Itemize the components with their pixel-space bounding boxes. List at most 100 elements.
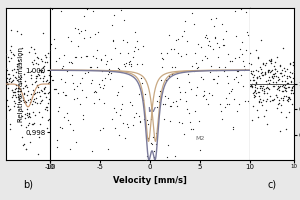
Point xyxy=(251,69,256,72)
Point xyxy=(194,94,199,97)
Point xyxy=(234,75,239,78)
Point xyxy=(19,81,23,85)
Point xyxy=(276,85,281,88)
Point xyxy=(169,66,174,69)
Point xyxy=(222,69,226,73)
Point xyxy=(279,111,283,114)
Point xyxy=(36,85,41,88)
Point xyxy=(232,77,237,81)
Point xyxy=(57,105,62,109)
Point xyxy=(93,32,98,35)
Point xyxy=(221,44,226,47)
Point xyxy=(59,66,64,69)
Point xyxy=(55,138,60,141)
Point xyxy=(56,110,61,113)
Point xyxy=(4,66,9,69)
Point xyxy=(110,40,115,43)
Point xyxy=(231,126,236,129)
Point xyxy=(28,69,33,72)
Point xyxy=(106,147,110,150)
Point xyxy=(96,98,101,101)
Point xyxy=(276,78,280,82)
Point xyxy=(281,67,286,70)
Point xyxy=(17,62,22,65)
Point xyxy=(278,129,283,132)
Point xyxy=(280,46,285,50)
Point xyxy=(26,122,31,125)
Point xyxy=(183,99,188,102)
Point xyxy=(34,61,38,64)
Point xyxy=(158,78,163,81)
Point xyxy=(155,191,160,194)
Point xyxy=(287,63,292,66)
Point xyxy=(49,7,54,10)
Point xyxy=(264,87,269,90)
Point xyxy=(160,102,165,105)
Point xyxy=(248,51,253,54)
Point xyxy=(63,93,68,96)
Point xyxy=(98,128,103,132)
Point xyxy=(59,78,64,81)
Point xyxy=(27,114,32,117)
Point xyxy=(190,128,195,131)
Point xyxy=(235,109,240,112)
Point xyxy=(289,86,294,90)
Point xyxy=(47,71,52,74)
Point xyxy=(40,115,45,118)
Point xyxy=(46,98,51,101)
Point xyxy=(30,102,34,106)
Point xyxy=(185,108,190,111)
Point xyxy=(61,64,66,67)
Point xyxy=(44,79,49,82)
Point xyxy=(38,95,42,98)
Point xyxy=(266,70,271,73)
Point xyxy=(55,146,59,149)
Point xyxy=(273,67,278,70)
Point xyxy=(254,68,258,72)
Point xyxy=(285,99,290,102)
Point xyxy=(81,117,85,120)
Point xyxy=(44,55,49,58)
Point xyxy=(137,114,142,117)
Point xyxy=(153,143,158,146)
Point xyxy=(39,69,44,72)
Point xyxy=(253,95,258,98)
Point xyxy=(259,101,263,104)
Point xyxy=(114,110,119,113)
Point xyxy=(258,84,263,87)
Point xyxy=(214,68,219,71)
Point xyxy=(254,75,259,78)
Point xyxy=(257,97,262,100)
Point xyxy=(8,107,12,110)
Point xyxy=(53,87,58,91)
Point xyxy=(86,6,91,9)
Point xyxy=(29,83,34,86)
Point xyxy=(62,54,67,57)
Point xyxy=(32,80,37,84)
Point xyxy=(144,119,149,122)
Point xyxy=(16,101,21,104)
Point xyxy=(113,47,118,50)
Point xyxy=(36,73,41,76)
Point xyxy=(92,102,97,105)
Point xyxy=(100,126,105,130)
Point xyxy=(90,78,94,81)
Point xyxy=(14,95,19,99)
Point xyxy=(284,128,289,131)
Point xyxy=(286,110,291,113)
Point xyxy=(35,152,40,155)
Point xyxy=(158,89,162,92)
Point xyxy=(260,74,264,77)
Point xyxy=(234,70,239,73)
Point xyxy=(187,80,192,83)
Point xyxy=(6,77,11,80)
Point xyxy=(273,94,278,97)
Point xyxy=(251,90,256,93)
Point xyxy=(117,114,122,117)
Point xyxy=(223,96,228,99)
Point xyxy=(75,96,80,99)
Point xyxy=(145,122,150,126)
Point xyxy=(206,92,211,95)
Point xyxy=(11,53,15,56)
Point xyxy=(269,70,274,73)
